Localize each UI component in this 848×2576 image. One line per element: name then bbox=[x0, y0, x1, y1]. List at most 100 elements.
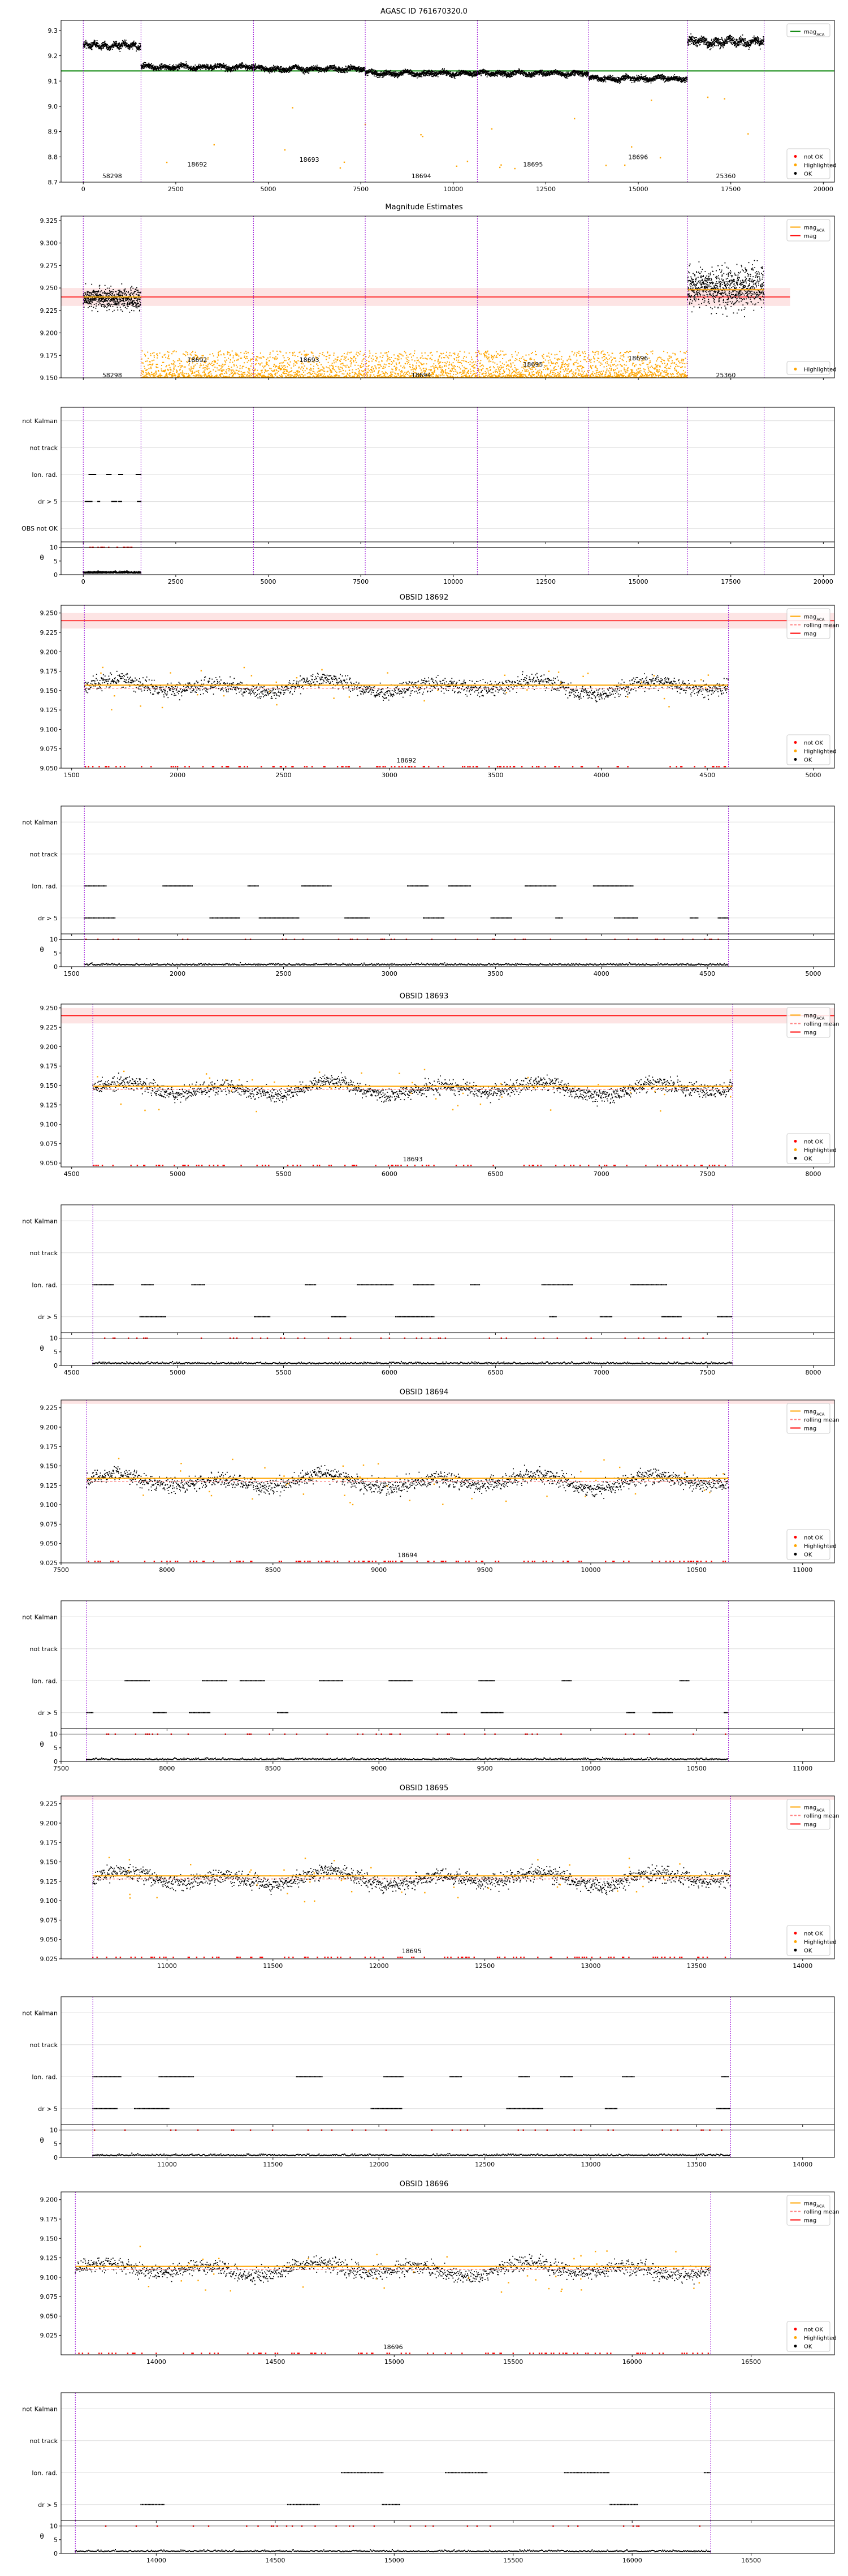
x-tick-label: 12000 bbox=[369, 2161, 389, 2168]
overview-axes: 58298 18692 18693 18694 18695 18696 25360 0 2500… bbox=[48, 20, 837, 193]
theta-axis-label: θ bbox=[40, 2136, 44, 2144]
legend-box bbox=[786, 734, 830, 765]
y-tick-label: 9.150 bbox=[40, 1082, 58, 1089]
obsid-label: 58298 bbox=[102, 372, 122, 379]
x-tick-label: 15000 bbox=[629, 186, 648, 193]
x-tick-label: 4500 bbox=[64, 1170, 80, 1178]
y-tick-label: 9.150 bbox=[40, 1463, 58, 1470]
y-tick-label: 9.150 bbox=[40, 1859, 58, 1866]
obsid-18696-mag: 18696 14000 14500 15000 15500 16000 16500 9.025… bbox=[40, 2191, 840, 2366]
x-tick-label: 7000 bbox=[594, 1170, 609, 1178]
legend-item: not OK bbox=[794, 154, 823, 161]
x-tick-label: 10500 bbox=[687, 1566, 707, 1574]
x-tick-label: 3000 bbox=[382, 772, 397, 779]
legend-text: rolling mean bbox=[804, 1418, 840, 1424]
axes-frame bbox=[60, 1600, 835, 1729]
legend-marker bbox=[794, 163, 797, 166]
y-tick-label: 9.250 bbox=[40, 285, 58, 292]
legend-item: not OK bbox=[794, 740, 823, 747]
plot-area: 18692 bbox=[61, 605, 834, 768]
x-tick-label: 2000 bbox=[170, 970, 185, 977]
x-tick-label: 5000 bbox=[170, 1369, 185, 1376]
legend-text: not OK bbox=[804, 1931, 823, 1937]
y-tick-label: 8.7 bbox=[48, 179, 58, 186]
y-tick-label: 10 bbox=[50, 1335, 58, 1342]
flag-label: dr > 5 bbox=[38, 1709, 58, 1717]
x-tick-label: 7500 bbox=[699, 1369, 715, 1376]
theta-axis-label: θ bbox=[40, 1345, 44, 1352]
theta-points bbox=[83, 570, 142, 574]
y-tick-label: 9.100 bbox=[40, 2274, 58, 2281]
flag-label: not track bbox=[29, 851, 58, 858]
obsid-label: 18692 bbox=[187, 356, 207, 364]
y-tick-label: 9.175 bbox=[40, 352, 58, 359]
legend-marker bbox=[794, 758, 797, 761]
obsid-label: 18695 bbox=[523, 361, 543, 368]
x-tick-label: 4500 bbox=[64, 1369, 80, 1376]
obsid-label: 18696 bbox=[628, 153, 648, 161]
ok-points bbox=[84, 670, 729, 703]
x-tick-label: 7500 bbox=[53, 1765, 69, 1772]
x-tick-label: 13000 bbox=[581, 1962, 600, 1970]
plot-area: 18693 bbox=[61, 1004, 834, 1167]
obsid-label: 25360 bbox=[716, 173, 735, 180]
y-tick-label: 0 bbox=[54, 963, 58, 971]
flag-label: dr > 5 bbox=[38, 1313, 58, 1321]
x-tick-label: 13000 bbox=[581, 2161, 600, 2168]
plot-area bbox=[61, 1601, 834, 1729]
x-tick-label: 11500 bbox=[263, 1962, 283, 1970]
legend-text: not OK bbox=[804, 1535, 823, 1541]
x-tick-label: 20000 bbox=[814, 578, 833, 585]
axes-frame bbox=[60, 1728, 835, 1762]
y-tick-label: 9.150 bbox=[40, 687, 58, 695]
legend-item: OK bbox=[794, 2344, 812, 2350]
legend-text: mag bbox=[804, 631, 816, 637]
x-tick-label: 16500 bbox=[741, 2557, 761, 2564]
x-tick-label: 4000 bbox=[594, 970, 609, 977]
x-tick-label: 0 bbox=[81, 186, 85, 193]
axes-frame bbox=[60, 605, 835, 769]
theta-points bbox=[84, 962, 729, 966]
legend-text: OK bbox=[804, 171, 812, 178]
legend-text: Highlighted bbox=[804, 1940, 837, 1946]
obsid-label: 18696 bbox=[628, 355, 648, 362]
axes-frame bbox=[60, 216, 835, 378]
obsid-18693-flags: not Kalman not track Ion. rad. dr > 5 bbox=[22, 1204, 835, 1335]
legend-text: OK bbox=[804, 1552, 812, 1558]
flag-label: dr > 5 bbox=[38, 2105, 58, 2113]
legend-subscript: ACA bbox=[816, 618, 825, 622]
obsid-label: 18694 bbox=[412, 372, 431, 379]
obsid-18696-theta: 14000 14500 15000 15500 16000 16500 0 5 10 θ bbox=[40, 2520, 835, 2564]
theta-axis-label: θ bbox=[40, 1741, 44, 1748]
x-tick-label: 6500 bbox=[487, 1369, 503, 1376]
legend-text: rolling mean bbox=[804, 2209, 840, 2216]
x-tick-label: 5000 bbox=[170, 1170, 185, 1178]
y-tick-label: 9.200 bbox=[40, 330, 58, 337]
x-tick-label: 2000 bbox=[170, 772, 185, 779]
y-tick-label: 9.1 bbox=[48, 77, 58, 85]
plot-area bbox=[61, 1205, 834, 1333]
x-tick-label: 20000 bbox=[814, 186, 833, 193]
obsid-label: 18693 bbox=[300, 356, 319, 364]
legend-subscript: ACA bbox=[816, 33, 825, 37]
plot-area: 18696 bbox=[75, 2192, 711, 2355]
y-tick-label: 9.225 bbox=[40, 1800, 58, 1808]
flag-label: not track bbox=[29, 1645, 58, 1653]
estimates-title: Magnitude Estimates bbox=[385, 203, 462, 212]
legend-subscript: ACA bbox=[816, 229, 825, 233]
legend-text: rolling mean bbox=[804, 623, 840, 629]
legend-subscript: ACA bbox=[816, 2204, 825, 2209]
legend-text: mag bbox=[804, 1030, 816, 1036]
legend-text: not OK bbox=[804, 740, 823, 747]
legend: magACA bbox=[786, 23, 830, 37]
flag-label: dr > 5 bbox=[38, 915, 58, 922]
x-tick-label: 9000 bbox=[371, 1566, 387, 1574]
y-tick-label: 9.100 bbox=[40, 1501, 58, 1509]
obsid-18695-theta: 11000 11500 12000 12500 13000 13500 14000 0 5 10 θ bbox=[40, 2124, 835, 2168]
y-tick-label: 9.250 bbox=[40, 1005, 58, 1012]
plot-area bbox=[61, 2521, 834, 2553]
plot-area: 58298 18692 18693 18694 18695 18696 25360 bbox=[61, 20, 834, 182]
legend-item: rolling mean bbox=[790, 2209, 840, 2216]
flag-label: dr > 5 bbox=[38, 498, 58, 506]
